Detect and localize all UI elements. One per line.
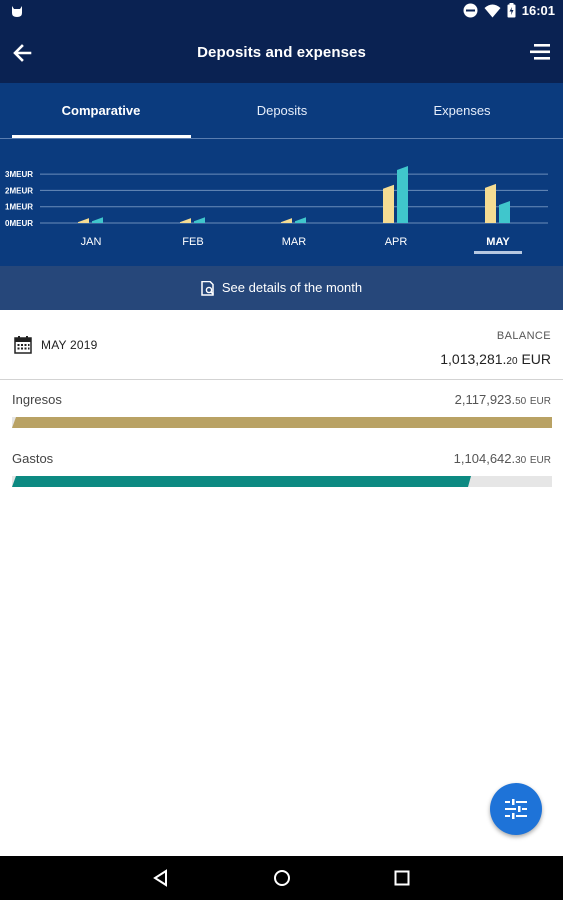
chart-bar	[281, 218, 292, 223]
income-amount: 2,117,923.50 EUR	[455, 392, 551, 407]
expense-label: Gastos	[12, 451, 54, 466]
wifi-icon	[484, 4, 501, 17]
arrow-left-icon[interactable]	[10, 40, 36, 66]
x-tick-label: JAN	[81, 236, 102, 248]
cat-icon	[12, 6, 22, 17]
expense-progress-fill	[12, 476, 471, 487]
balance-dec: 20	[506, 356, 518, 367]
status-time: 16:01	[521, 3, 555, 18]
chart-bar	[194, 217, 205, 223]
battery-icon	[507, 3, 516, 18]
income-label: Ingresos	[12, 392, 62, 407]
month-label: MAY 2019	[41, 338, 98, 352]
see-details-label: See details of the month	[221, 280, 363, 295]
filter-fab-button[interactable]	[490, 783, 542, 835]
tab-expenses[interactable]: Expenses	[433, 103, 491, 118]
tab-comparative[interactable]: Comparative	[61, 103, 141, 118]
system-nav-bar	[0, 856, 563, 900]
selected-month-indicator	[474, 251, 522, 254]
expense-amount: 1,104,642.30 EUR	[454, 451, 551, 466]
income-progress-fill	[12, 417, 552, 428]
expense-row: Gastos 1,104,642.30 EUR	[0, 451, 563, 491]
y-tick-label: 0MEUR	[5, 219, 33, 228]
month-summary: MAY 2019 BALANCE 1,013,281.20 EUR	[0, 310, 563, 380]
balance-value: 1,013,281.20 EUR	[440, 351, 551, 367]
comparative-chart: 3MEUR 2MEUR 1MEUR 0MEUR JAN FEB MAR APR MAY	[5, 166, 548, 254]
filter-sliders-icon	[505, 799, 527, 819]
x-tick-label: FEB	[182, 236, 203, 248]
balance-int: 1,013,281.	[440, 351, 507, 367]
income-row: Ingresos 2,117,923.50 EUR	[0, 392, 563, 432]
expense-currency: EUR	[529, 455, 551, 466]
recents-square-icon[interactable]	[392, 868, 412, 888]
status-bar: 16:01	[0, 0, 563, 24]
y-tick-label: 2MEUR	[5, 186, 33, 195]
x-tick-label: MAR	[282, 236, 307, 248]
chart-bar	[397, 166, 408, 223]
income-currency: EUR	[529, 396, 551, 407]
x-tick-label: APR	[385, 236, 408, 248]
y-tick-label: 1MEUR	[5, 203, 33, 212]
chart-bar	[92, 217, 103, 223]
chart-panel: Comparative Deposits Expenses 3MEUR 2MEUR…	[0, 83, 563, 266]
expense-progress-track	[12, 476, 552, 487]
menu-icon[interactable]	[530, 42, 552, 62]
tab-indicator	[12, 135, 191, 138]
back-triangle-icon[interactable]	[151, 868, 171, 888]
balance-currency: EUR	[521, 351, 551, 367]
chart-bar	[383, 184, 394, 223]
do-not-disturb-icon	[463, 3, 478, 18]
x-tick-label: MAY	[486, 236, 510, 248]
calendar-icon	[14, 336, 32, 354]
income-amount-dec: 50	[515, 396, 527, 407]
home-circle-icon[interactable]	[272, 868, 292, 888]
see-details-button[interactable]: See details of the month	[0, 266, 563, 310]
balance-label: BALANCE	[496, 330, 551, 342]
chart-bar	[295, 217, 306, 223]
income-progress-track	[12, 417, 552, 428]
tab-bar: Comparative Deposits Expenses	[0, 83, 563, 139]
expense-amount-int: 1,104,642.	[453, 451, 516, 466]
tab-deposits[interactable]: Deposits	[256, 103, 308, 118]
page-title: Deposits and expenses	[197, 44, 366, 61]
document-search-icon	[201, 280, 214, 296]
chart-bar	[485, 183, 496, 223]
y-tick-label: 3MEUR	[5, 170, 33, 179]
chart-bar	[78, 218, 89, 223]
expense-amount-dec: 30	[515, 455, 527, 466]
chart-bar	[499, 201, 510, 223]
income-amount-int: 2,117,923.	[454, 392, 516, 407]
app-bar: Deposits and expenses	[0, 24, 563, 83]
chart-bar	[180, 218, 191, 223]
